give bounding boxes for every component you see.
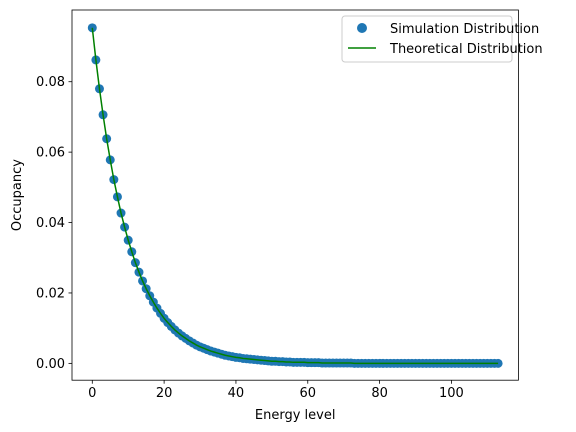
x-tick-label: 100 (439, 386, 464, 401)
axes-frame (71, 9, 519, 381)
legend-box (341, 15, 513, 63)
y-tick-label: 0.00 (36, 357, 65, 372)
theoretical-line-layer (91, 27, 499, 365)
y-axis-ticks: 0.00 0.02 0.04 0.06 0.08 (36, 75, 72, 372)
x-axis-ticks: 0 20 40 60 80 100 (88, 380, 464, 401)
simulation-point (87, 23, 97, 33)
x-tick-label: 80 (371, 386, 388, 401)
legend-scatter-marker (357, 23, 367, 33)
theoretical-line (91, 27, 499, 365)
x-tick-label: 0 (88, 386, 96, 401)
x-tick-label: 20 (156, 386, 173, 401)
y-axis-label: Occupancy (10, 159, 25, 231)
x-tick-label: 40 (228, 386, 245, 401)
legend-label-simulation: Simulation Distribution (390, 22, 539, 37)
x-axis-label: Energy level (255, 408, 336, 423)
y-tick-label: 0.08 (36, 75, 65, 90)
legend-label-theoretical: Theoretical Distribution (389, 42, 543, 57)
y-tick-label: 0.06 (36, 146, 65, 161)
legend: Simulation Distribution Theoretical Dist… (341, 15, 543, 63)
x-tick-label: 60 (299, 386, 316, 401)
y-tick-label: 0.04 (36, 216, 65, 231)
plot-area (87, 23, 503, 368)
y-tick-label: 0.02 (36, 286, 65, 301)
